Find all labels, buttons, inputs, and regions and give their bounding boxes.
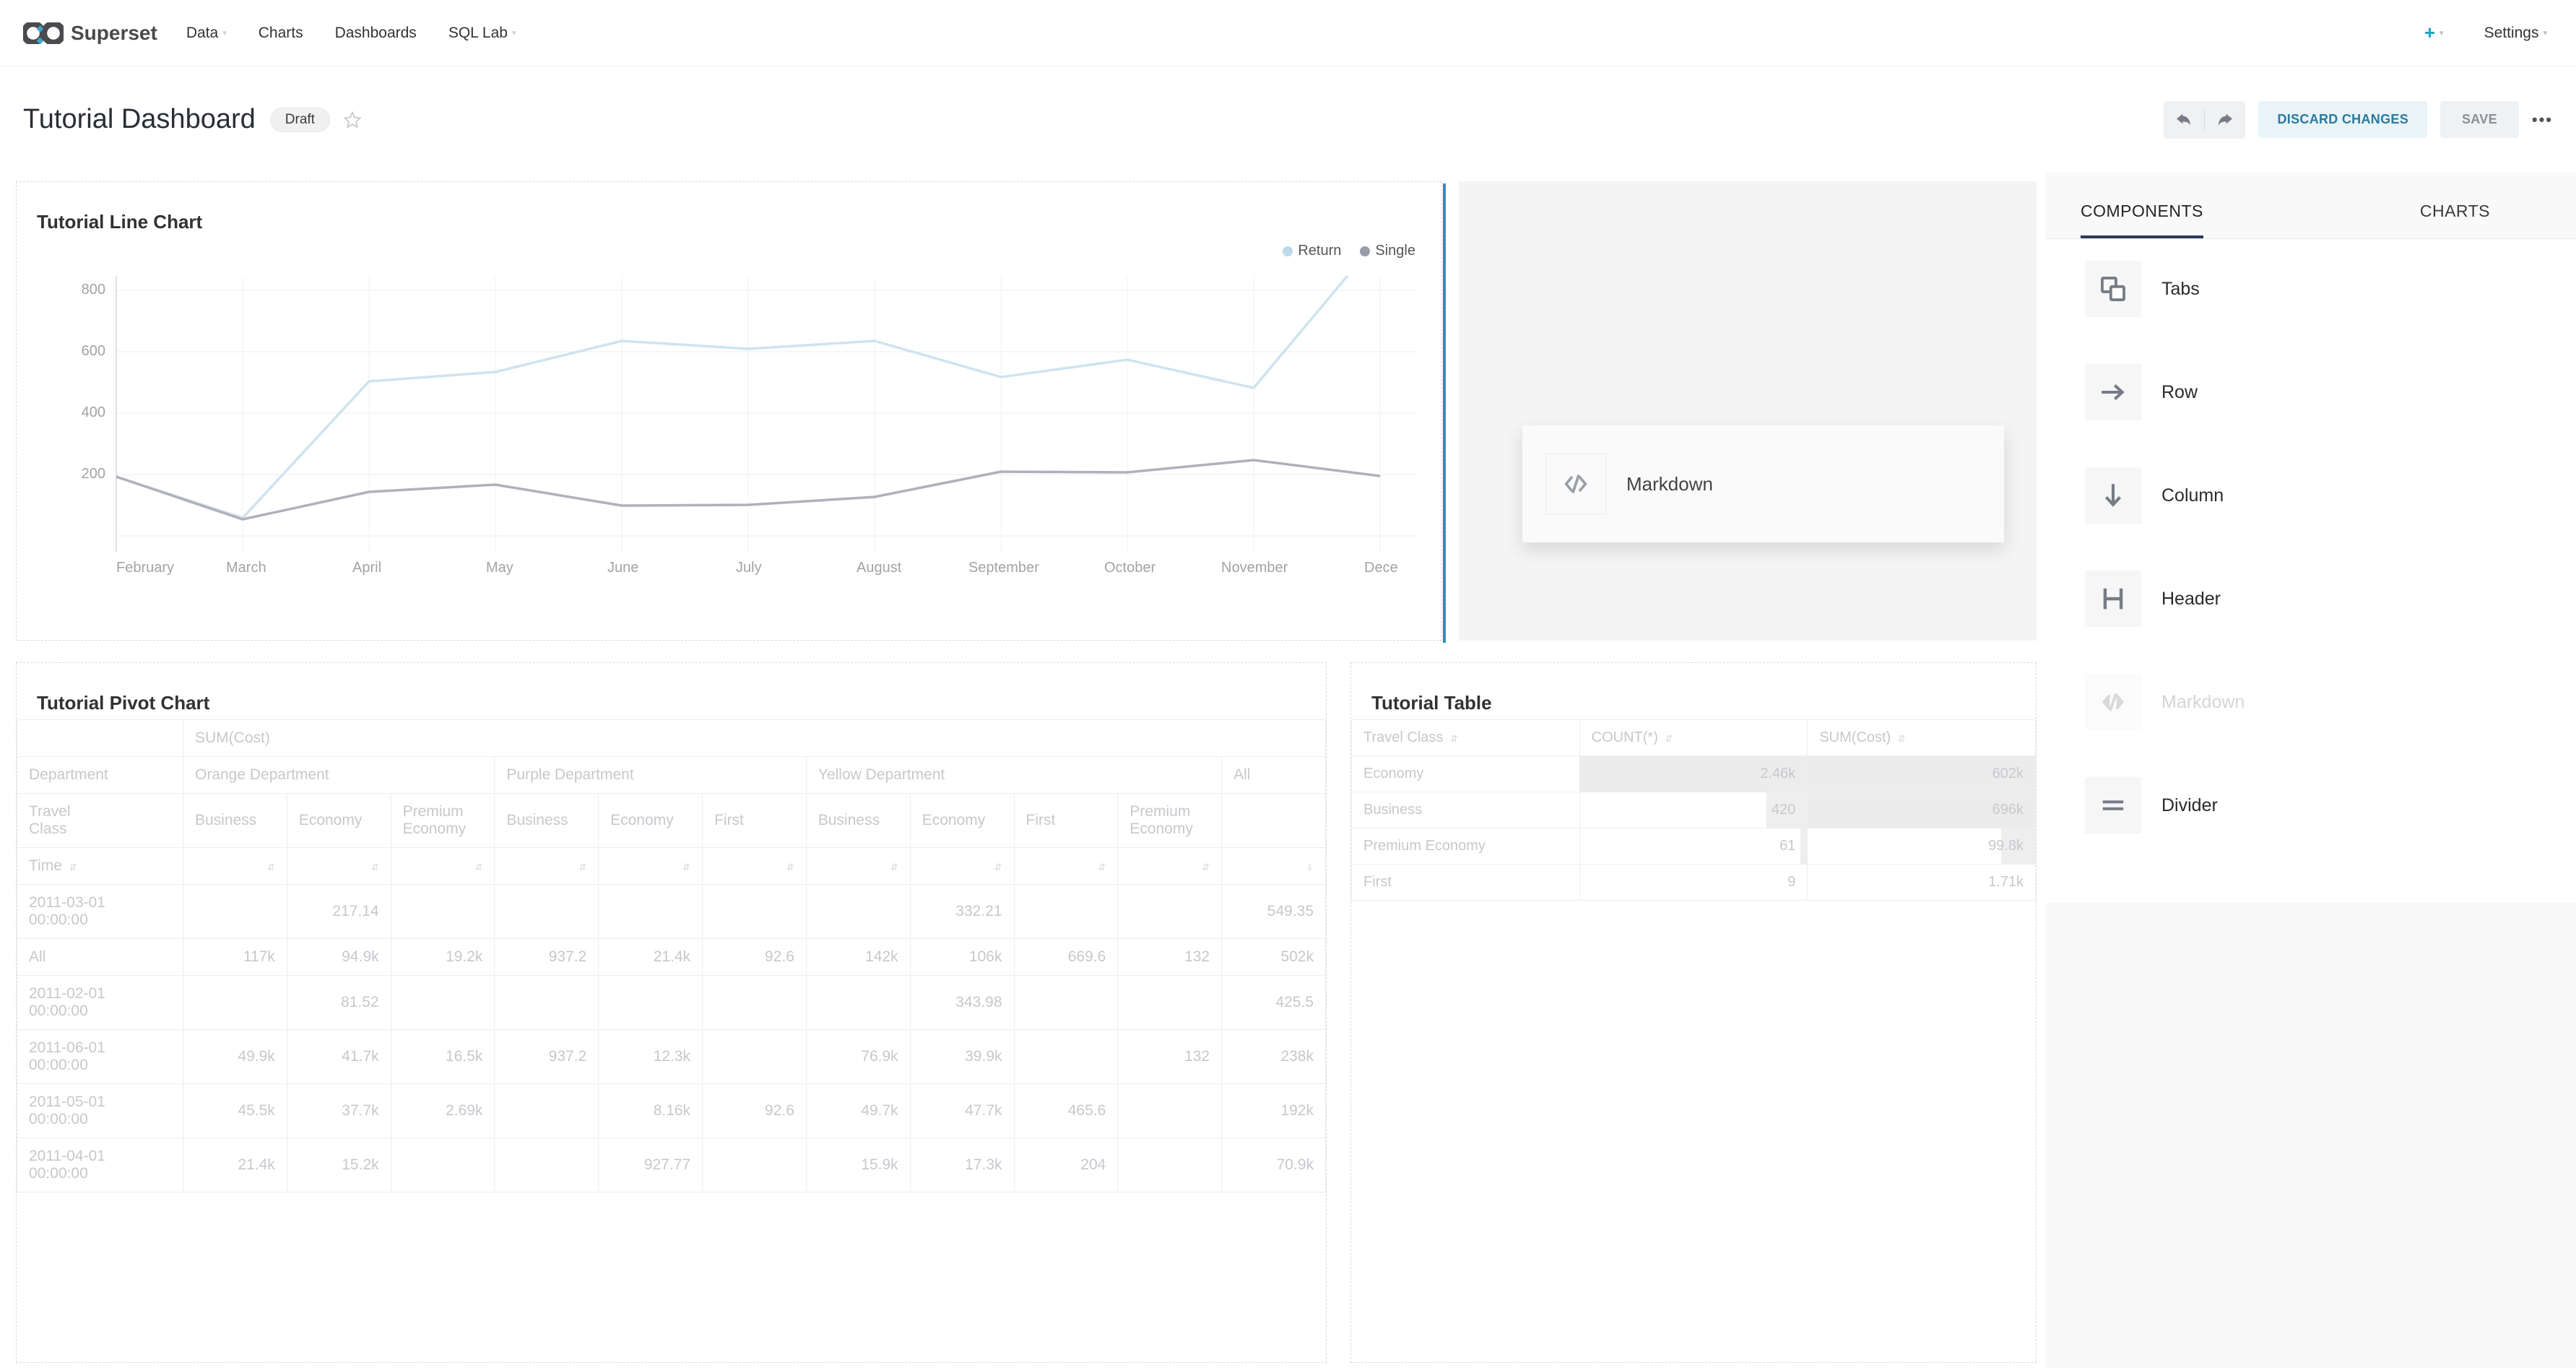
svg-text:800: 800 [82,282,105,298]
svg-text:May: May [486,560,513,576]
svg-text:600: 600 [82,343,105,359]
svg-text:September: September [968,560,1039,576]
svg-text:July: July [736,560,762,576]
svg-text:August: August [857,560,902,576]
svg-text:March: March [226,560,266,576]
svg-text:200: 200 [82,466,105,482]
svg-text:February: February [116,560,174,576]
svg-text:October: October [1104,560,1155,576]
svg-text:June: June [607,560,638,576]
svg-text:Dece: Dece [1364,560,1398,576]
svg-text:April: April [352,560,381,576]
svg-text:November: November [1221,560,1288,576]
svg-text:400: 400 [82,404,105,420]
